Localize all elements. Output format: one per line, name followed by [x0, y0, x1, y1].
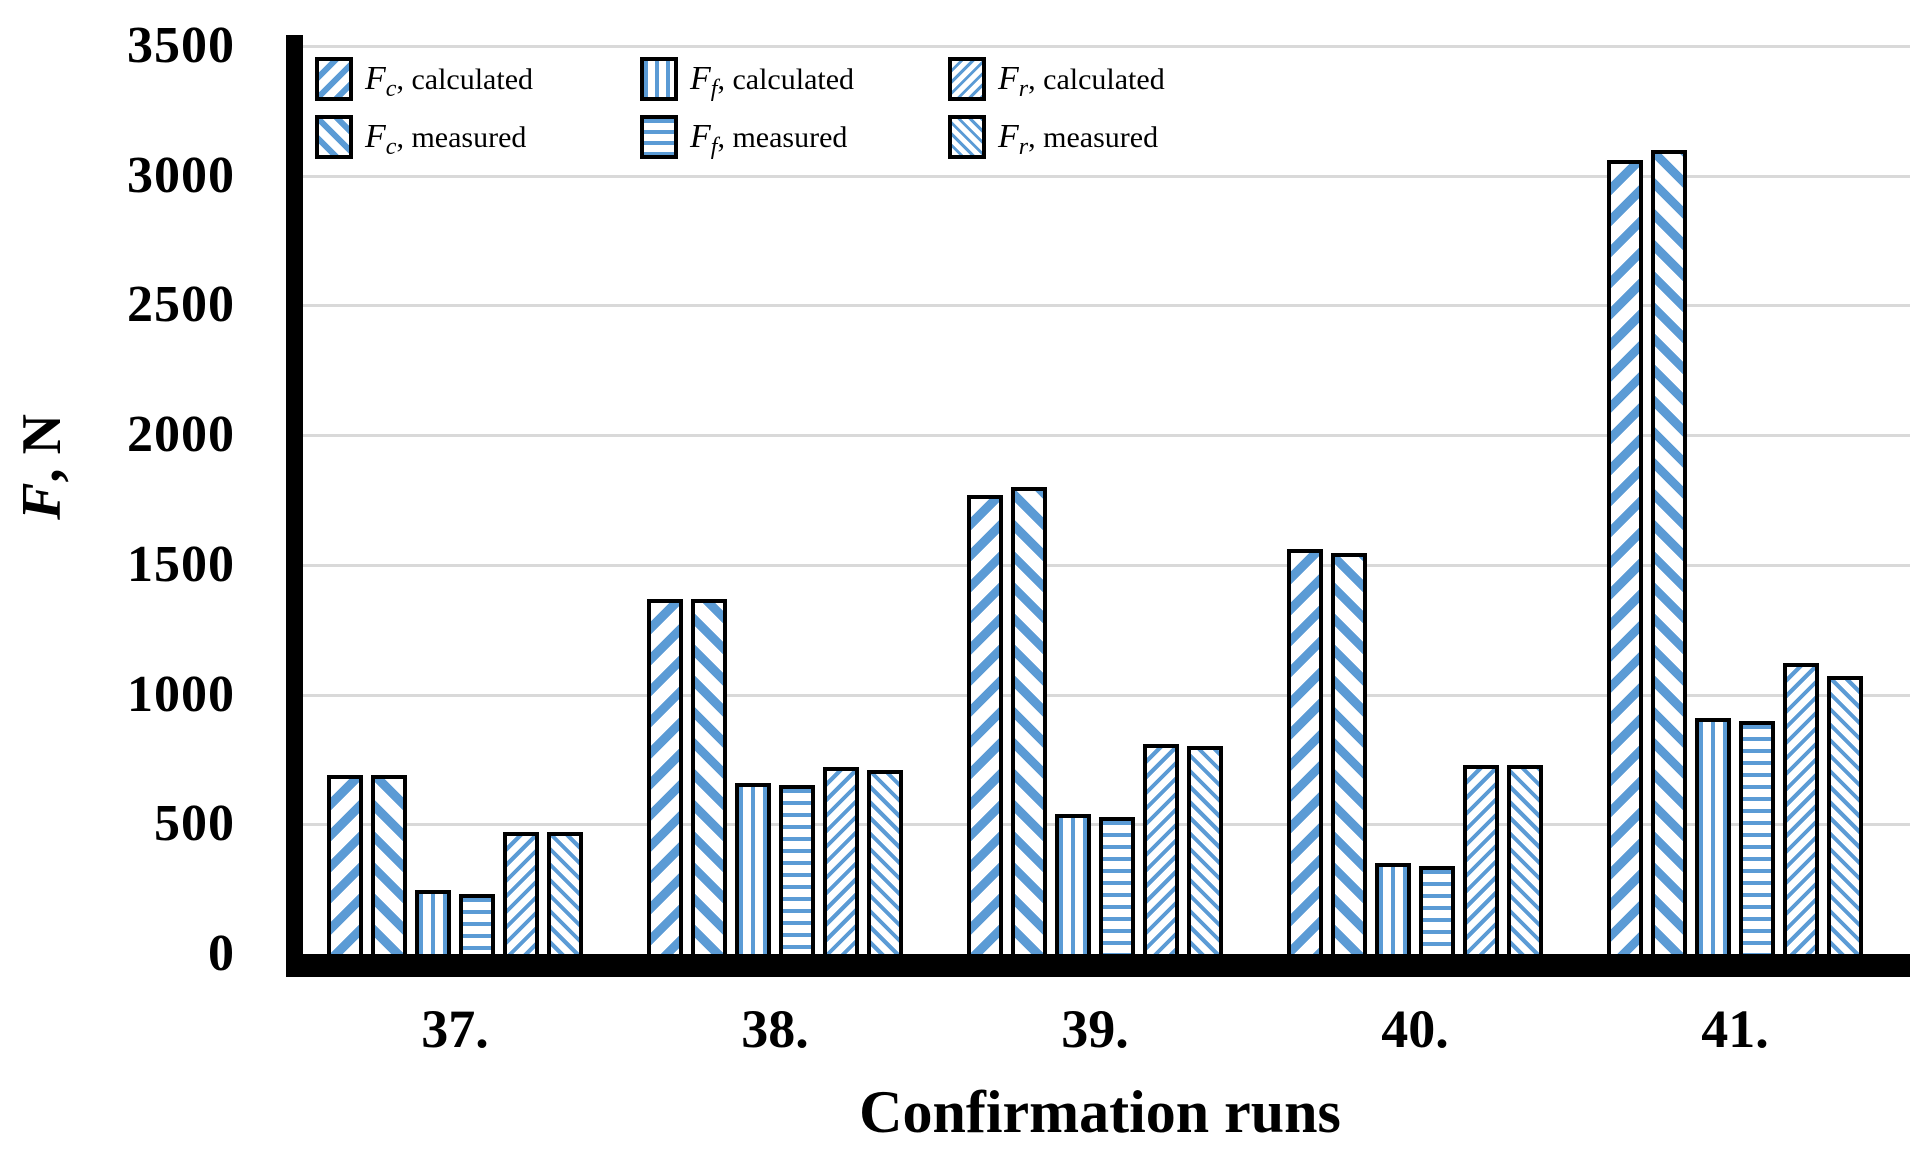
legend-swatch-fr-calc-icon	[948, 57, 986, 101]
legend-swatch-fc-meas-icon	[315, 115, 353, 159]
y-axis-title: F, N	[11, 414, 73, 520]
bar-fc-meas-39	[1011, 487, 1047, 960]
x-tick-40: 40.	[1381, 999, 1449, 1059]
bar-fc-calc-39	[967, 494, 1003, 960]
y-axis-title-symbol: F	[11, 482, 73, 520]
bar-ff-calc-40	[1375, 863, 1411, 960]
bar-ff-calc-38	[735, 782, 771, 960]
bar-fc-calc-37	[327, 774, 363, 960]
legend-label-fc-meas: Fc, measured	[365, 117, 527, 160]
y-tick-3000: 3000	[127, 146, 235, 204]
bar-fr-calc-40	[1463, 764, 1499, 960]
bar-fr-meas-37	[547, 832, 583, 960]
bar-ff-meas-38	[779, 785, 815, 960]
y-axis-title-unit: , N	[11, 414, 73, 483]
legend-swatch-ff-meas-icon	[640, 115, 678, 159]
x-tick-37: 37.	[421, 999, 489, 1059]
bar-fc-calc-41	[1607, 160, 1643, 960]
bar-ff-meas-37	[459, 894, 495, 960]
bar-ff-calc-41	[1695, 717, 1731, 960]
bar-fc-meas-38	[691, 598, 727, 960]
legend-label-fr-meas: Fr, measured	[998, 117, 1159, 160]
gridline-2000	[303, 434, 1910, 438]
y-tick-2000: 2000	[127, 406, 235, 464]
y-tick-1000: 1000	[127, 665, 235, 723]
bar-ff-meas-40	[1419, 865, 1455, 960]
legend-label-fr-calc: Fr, calculated	[998, 59, 1165, 102]
legend-label-ff-calc: Ff, calculated	[690, 59, 855, 102]
legend-item-fr-calc: Fr, calculated	[948, 57, 1165, 101]
legend-item-ff-calc: Ff, calculated	[640, 57, 854, 101]
legend-label-fc-calc: Fc, calculated	[365, 59, 534, 102]
bar-fc-meas-37	[371, 774, 407, 960]
bar-fr-calc-39	[1143, 743, 1179, 960]
bar-fr-meas-38	[867, 769, 903, 960]
legend-item-ff-meas: Ff, measured	[640, 115, 847, 159]
x-axis-line	[286, 954, 1910, 977]
bar-ff-meas-41	[1739, 720, 1775, 960]
x-tick-41: 41.	[1701, 999, 1769, 1059]
bar-fc-meas-41	[1651, 149, 1687, 960]
legend-item-fr-meas: Fr, measured	[948, 115, 1158, 159]
bar-fr-meas-40	[1507, 764, 1543, 960]
legend-label-ff-meas: Ff, measured	[690, 117, 848, 160]
bar-fr-calc-41	[1783, 663, 1819, 960]
gridline-1000	[303, 693, 1910, 697]
bar-ff-calc-37	[415, 890, 451, 960]
bar-fr-calc-38	[823, 767, 859, 960]
bar-ff-meas-39	[1099, 816, 1135, 960]
bar-ff-calc-39	[1055, 813, 1091, 960]
bar-fc-meas-40	[1331, 553, 1367, 960]
legend-swatch-fc-calc-icon	[315, 57, 353, 101]
y-tick-2500: 2500	[127, 276, 235, 334]
gridline-1500	[303, 563, 1910, 567]
y-tick-0: 0	[208, 925, 235, 982]
legend-swatch-fr-meas-icon	[948, 115, 986, 159]
bar-fc-calc-38	[647, 598, 683, 960]
bar-fr-meas-39	[1187, 746, 1223, 960]
y-axis-line	[286, 35, 303, 977]
gridline-3500	[303, 45, 1910, 48]
gridline-2500	[303, 304, 1910, 308]
y-tick-1500: 1500	[127, 535, 235, 593]
gridline-3000	[303, 174, 1910, 178]
y-tick-500: 500	[154, 795, 235, 853]
bar-fr-meas-41	[1827, 676, 1863, 960]
legend-swatch-ff-calc-icon	[640, 57, 678, 101]
x-tick-38: 38.	[741, 999, 809, 1059]
bar-fr-calc-37	[503, 832, 539, 960]
bar-fc-calc-40	[1287, 549, 1323, 960]
x-axis-title: Confirmation runs	[859, 1079, 1341, 1145]
x-tick-39: 39.	[1061, 999, 1129, 1059]
legend-item-fc-calc: Fc, calculated	[315, 57, 533, 101]
legend-item-fc-meas: Fc, measured	[315, 115, 526, 159]
y-tick-3500: 3500	[127, 17, 235, 74]
